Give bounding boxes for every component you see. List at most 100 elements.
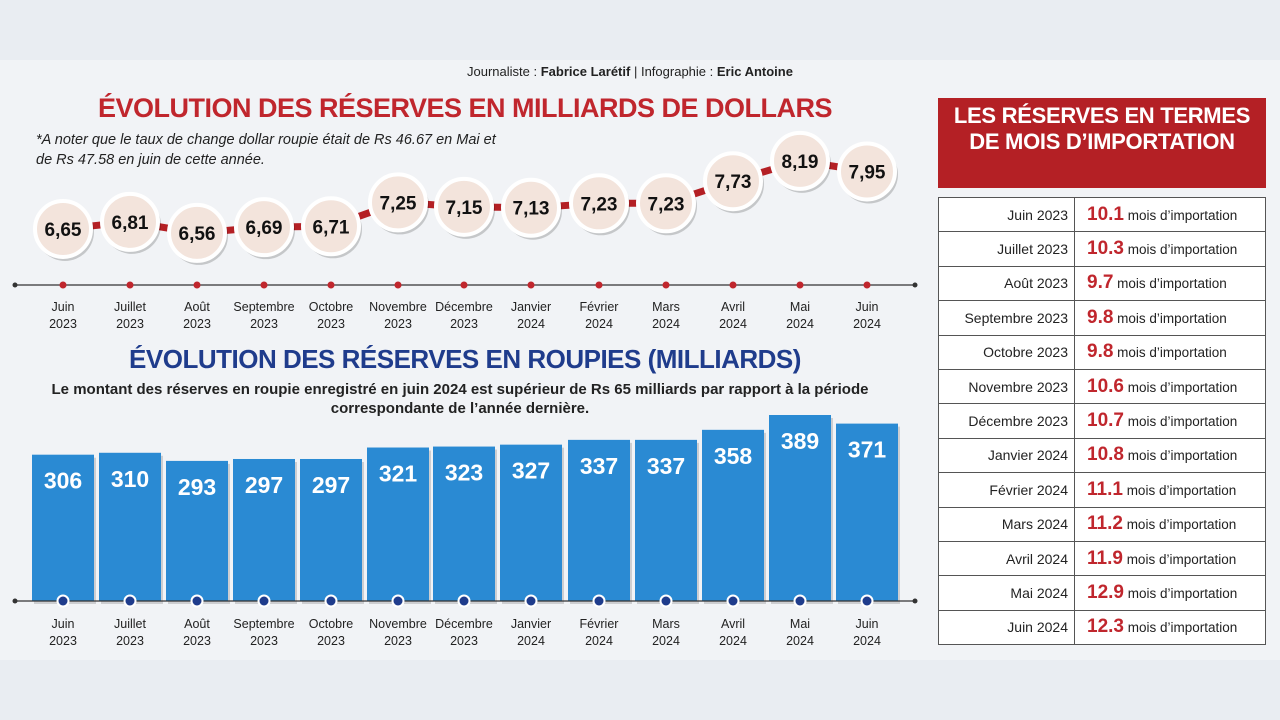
- bar: [99, 452, 161, 601]
- data-label: 6,81: [112, 213, 149, 234]
- bar: [166, 460, 228, 601]
- axis-tick-dot: [862, 596, 872, 606]
- infographie-label: Infographie :: [640, 64, 714, 79]
- month-cell: Octobre 2023: [938, 334, 1075, 370]
- x-tick-label-year: 2024: [786, 634, 814, 648]
- data-point-bubble: [434, 176, 494, 237]
- x-tick-label-year: 2023: [183, 317, 211, 331]
- axis-end-dot: [12, 598, 18, 604]
- table-row: Novembre 2023 10.6 mois d’importation: [938, 368, 1266, 405]
- data-point-bubble: [703, 151, 763, 212]
- import-months-title: LES RÉSERVES EN TERMES DE MOIS D’IMPORTA…: [938, 98, 1266, 188]
- data-label: 7,23: [581, 194, 618, 215]
- axis-tick-dot: [193, 281, 201, 289]
- rupee-chart-subtitle: Le montant des réserves en roupie enregi…: [51, 381, 869, 417]
- data-point-bubble: [301, 196, 361, 257]
- table-row: Avril 2024 11.9 mois d’importation: [938, 540, 1266, 577]
- x-tick-label-year: 2023: [49, 634, 77, 648]
- rupee-chart-title: ÉVOLUTION DES RÉSERVES EN ROUPIES (MILLI…: [129, 344, 801, 374]
- axis-tick-dot: [795, 596, 805, 606]
- axis-tick-dot: [729, 281, 737, 289]
- axis-tick-dot: [192, 596, 202, 606]
- x-tick-label-month: Septembre: [233, 300, 294, 314]
- data-label: 7,73: [715, 172, 752, 193]
- x-tick-label-year: 2023: [384, 634, 412, 648]
- bar-value-label: 327: [512, 458, 550, 484]
- bar-value-label: 371: [848, 437, 887, 463]
- axis-end-dot: [912, 282, 918, 288]
- x-tick-label-year: 2024: [585, 634, 613, 648]
- x-tick-label-year: 2023: [450, 317, 478, 331]
- axis-tick-dot: [595, 281, 603, 289]
- x-tick-label-year: 2023: [49, 317, 77, 331]
- x-tick-label-year: 2024: [719, 634, 747, 648]
- month-cell: Août 2023: [938, 265, 1075, 302]
- x-tick-label-month: Avril: [721, 300, 745, 314]
- axis-tick-dot: [662, 281, 670, 289]
- dollar-reserves-line-chart: 6,65 Juin 2023 6,81 Juillet 2023 6,56 Août 2023 6…: [12, 130, 918, 331]
- x-tick-label-year: 2024: [853, 634, 881, 648]
- x-tick-label-month: Octobre: [309, 300, 354, 314]
- data-label: 6,56: [179, 224, 216, 245]
- value-cell: 9.8 mois d’importation: [1074, 300, 1266, 336]
- data-point-bubble: [234, 197, 294, 258]
- x-tick-label-month: Janvier: [511, 617, 551, 631]
- axis-tick-dot: [460, 281, 468, 289]
- x-tick-label-month: Mars: [652, 300, 680, 314]
- unit-label: mois d’importation: [1122, 517, 1237, 533]
- axis-tick-dot: [661, 596, 671, 606]
- import-months-value: 10.8: [1087, 444, 1124, 466]
- axis-tick-dot: [728, 596, 738, 606]
- bar-value-label: 389: [781, 428, 819, 454]
- data-label: 7,13: [513, 199, 550, 220]
- axis-end-dot: [912, 598, 918, 604]
- data-point-bubble: [368, 172, 428, 233]
- import-months-value: 10.3: [1087, 238, 1124, 260]
- bar: [702, 429, 764, 601]
- data-label: 7,25: [380, 193, 417, 214]
- bar: [367, 447, 429, 601]
- data-point-bubble: [636, 173, 696, 234]
- axis-tick-dot: [594, 596, 604, 606]
- axis-end-dot: [12, 282, 18, 288]
- import-months-value: 11.9: [1087, 547, 1123, 569]
- x-tick-label-month: Mai: [790, 617, 810, 631]
- bar: [769, 415, 831, 601]
- x-tick-label-month: Octobre: [309, 617, 354, 631]
- x-tick-label-year: 2024: [517, 317, 545, 331]
- axis-tick-dot: [326, 596, 336, 606]
- value-cell: 12.3 mois d’importation: [1074, 609, 1266, 646]
- x-tick-label-year: 2024: [719, 317, 747, 331]
- import-months-value: 9.7: [1087, 272, 1114, 294]
- x-tick-label-year: 2024: [652, 317, 680, 331]
- value-cell: 10.8 mois d’importation: [1074, 437, 1266, 474]
- x-tick-label-month: Janvier: [511, 300, 551, 314]
- x-tick-label-month: Juin: [52, 617, 75, 631]
- x-tick-label-year: 2023: [317, 634, 345, 648]
- bar: [568, 439, 630, 601]
- month-cell: Avril 2024: [938, 540, 1075, 577]
- x-tick-label-month: Mars: [652, 617, 680, 631]
- value-cell: 10.7 mois d’importation: [1074, 403, 1266, 439]
- import-months-value: 10.6: [1087, 375, 1124, 397]
- data-label: 7,23: [648, 194, 685, 215]
- bar-value-label: 337: [580, 453, 618, 479]
- value-cell: 10.3 mois d’importation: [1074, 231, 1266, 267]
- import-months-value: 9.8: [1087, 306, 1114, 328]
- axis-tick-dot: [459, 596, 469, 606]
- data-label: 6,71: [313, 217, 350, 238]
- month-cell: Juin 2023: [938, 196, 1075, 233]
- bar-value-label: 323: [445, 460, 483, 486]
- axis-tick-dot: [394, 281, 402, 289]
- x-tick-label-year: 2023: [116, 317, 144, 331]
- axis-tick-dot: [59, 281, 67, 289]
- x-tick-label-month: Juillet: [114, 617, 146, 631]
- table-row: Juillet 2023 10.3 mois d’importation: [938, 231, 1266, 267]
- import-months-value: 11.1: [1087, 478, 1123, 500]
- x-tick-label-year: 2023: [183, 634, 211, 648]
- value-cell: 9.7 mois d’importation: [1074, 265, 1266, 302]
- month-cell: Février 2024: [938, 472, 1075, 508]
- axis-tick-dot: [259, 596, 269, 606]
- x-tick-label-month: Juin: [856, 617, 879, 631]
- axis-tick-dot: [260, 281, 268, 289]
